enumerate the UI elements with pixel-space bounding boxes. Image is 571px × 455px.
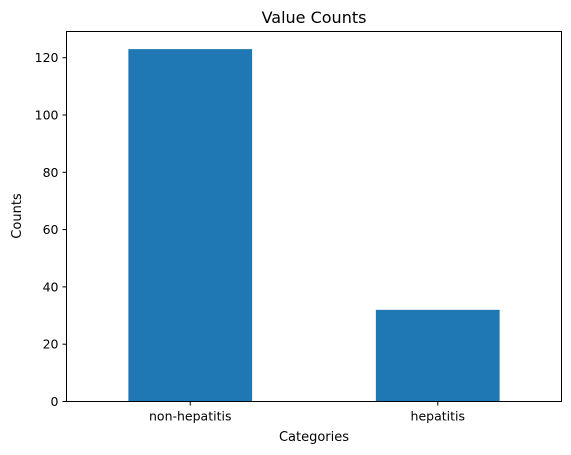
bar-non-hepatitis bbox=[128, 49, 253, 402]
y-tick-label: 60 bbox=[43, 222, 59, 237]
y-tick-label: 0 bbox=[51, 394, 59, 409]
x-tick-label: hepatitis bbox=[411, 409, 465, 424]
y-tick-label: 120 bbox=[35, 50, 59, 65]
bars-layer bbox=[128, 49, 500, 402]
y-tick-label: 40 bbox=[43, 279, 59, 294]
bar-hepatitis bbox=[375, 309, 500, 402]
x-tick-label: non-hepatitis bbox=[149, 409, 231, 424]
x-axis-ticks: non-hepatitis hepatitis bbox=[149, 401, 465, 424]
y-tick-label: 20 bbox=[43, 337, 59, 352]
plot-frame bbox=[66, 31, 562, 402]
y-axis-ticks: 0 20 40 60 80 100 120 bbox=[35, 50, 67, 409]
x-axis-label: Categories bbox=[279, 430, 349, 445]
y-tick-label: 100 bbox=[35, 108, 59, 123]
y-axis-label: Counts bbox=[10, 193, 25, 239]
y-tick-label: 80 bbox=[43, 165, 59, 180]
chart-title: Value Counts bbox=[262, 8, 367, 27]
